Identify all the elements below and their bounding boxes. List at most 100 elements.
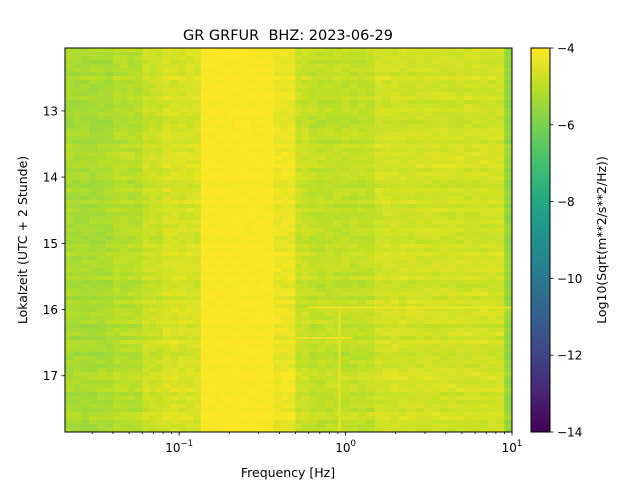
heatmap-cell — [233, 208, 242, 213]
heatmap-cell — [104, 312, 114, 317]
heatmap-cell — [415, 412, 425, 417]
heatmap-cell — [302, 232, 310, 237]
heatmap-cell — [302, 360, 310, 365]
heatmap-cell — [423, 168, 433, 173]
heatmap-cell — [316, 72, 326, 77]
heatmap-cell — [104, 52, 114, 57]
heatmap-cell — [280, 180, 289, 185]
heatmap-cell — [104, 192, 114, 197]
heatmap-cell — [134, 372, 143, 377]
heatmap-cell — [120, 360, 129, 365]
heatmap-cell — [127, 100, 136, 105]
heatmap-cell — [104, 276, 114, 281]
heatmap-cell — [149, 332, 157, 337]
heatmap-cell — [295, 160, 303, 165]
heatmap-cell — [382, 348, 392, 353]
heatmap-cell — [302, 72, 310, 77]
heatmap-cell — [366, 208, 376, 213]
heatmap-cell — [149, 248, 157, 253]
heatmap-cell — [358, 412, 368, 417]
heatmap-cell — [163, 76, 172, 81]
heatmap-cell — [423, 140, 433, 145]
heatmap-cell — [193, 92, 202, 97]
heatmap-cell — [407, 368, 416, 373]
heatmap-cell — [156, 340, 164, 345]
heatmap-cell — [288, 232, 297, 237]
heatmap-cell — [341, 128, 351, 133]
heatmap-cell — [127, 156, 136, 161]
heatmap-cell — [80, 108, 90, 113]
heatmap-cell — [399, 144, 408, 149]
heatmap-cell — [217, 196, 226, 201]
heatmap-cell — [423, 180, 433, 185]
heatmap-cell — [80, 308, 90, 313]
heatmap-cell — [455, 240, 465, 245]
heatmap-cell — [463, 128, 473, 133]
heatmap-cell — [96, 48, 106, 53]
heatmap-cell — [127, 396, 136, 401]
heatmap-cell — [463, 236, 473, 241]
heatmap-cell — [407, 396, 416, 401]
heatmap-cell — [308, 184, 318, 189]
heatmap-cell — [80, 176, 90, 181]
heatmap-cell — [249, 288, 259, 293]
heatmap-cell — [241, 332, 251, 337]
heatmap-cell — [200, 112, 210, 117]
heatmap-cell — [208, 140, 218, 145]
heatmap-cell — [233, 188, 242, 193]
heatmap-cell — [423, 352, 433, 357]
heatmap-cell — [431, 376, 441, 381]
heatmap-cell — [325, 236, 335, 241]
heatmap-cell — [439, 148, 449, 153]
heatmap-cell — [127, 292, 136, 297]
heatmap-cell — [455, 288, 465, 293]
heatmap-cell — [374, 244, 384, 249]
heatmap-cell — [302, 136, 310, 141]
heatmap-cell — [399, 176, 408, 181]
heatmap-cell — [217, 68, 226, 73]
heatmap-cell — [325, 248, 335, 253]
heatmap-cell — [382, 404, 392, 409]
heatmap-cell — [163, 104, 172, 109]
heatmap-cell — [249, 128, 259, 133]
heatmap-cell — [265, 60, 275, 65]
heatmap-cell — [134, 56, 143, 61]
heatmap-cell — [208, 364, 218, 369]
heatmap-cell — [208, 376, 218, 381]
heatmap-cell — [431, 96, 441, 101]
heatmap-cell — [341, 308, 351, 313]
heatmap-cell — [120, 268, 129, 273]
heatmap-cell — [325, 368, 335, 373]
heatmap-cell — [399, 112, 408, 117]
heatmap-cell — [316, 268, 326, 273]
heatmap-cell — [249, 140, 259, 145]
heatmap-cell — [80, 228, 90, 233]
heatmap-cell — [72, 380, 82, 385]
heatmap-cell — [170, 388, 179, 393]
heatmap-cell — [80, 136, 90, 141]
heatmap-cell — [302, 280, 310, 285]
heatmap-cell — [112, 152, 121, 157]
heatmap-cell — [80, 384, 90, 389]
heatmap-cell — [193, 356, 202, 361]
heatmap-cell — [185, 348, 194, 353]
heatmap-cell — [149, 216, 157, 221]
heatmap-cell — [333, 292, 343, 297]
heatmap-cell — [302, 228, 310, 233]
heatmap-cell — [185, 116, 194, 121]
heatmap-cell — [295, 248, 303, 253]
heatmap-cell — [170, 120, 179, 125]
heatmap-cell — [233, 252, 242, 257]
heatmap-cell — [80, 368, 90, 373]
heatmap-cell — [295, 96, 303, 101]
heatmap-cell — [447, 332, 457, 337]
heatmap-cell — [156, 104, 164, 109]
heatmap-cell — [302, 108, 310, 113]
heatmap-cell — [374, 284, 384, 289]
heatmap-cell — [308, 204, 318, 209]
heatmap-cell — [423, 344, 433, 349]
heatmap-cell — [316, 340, 326, 345]
heatmap-cell — [178, 320, 187, 325]
heatmap-cell — [358, 48, 368, 53]
heatmap-cell — [65, 156, 74, 161]
